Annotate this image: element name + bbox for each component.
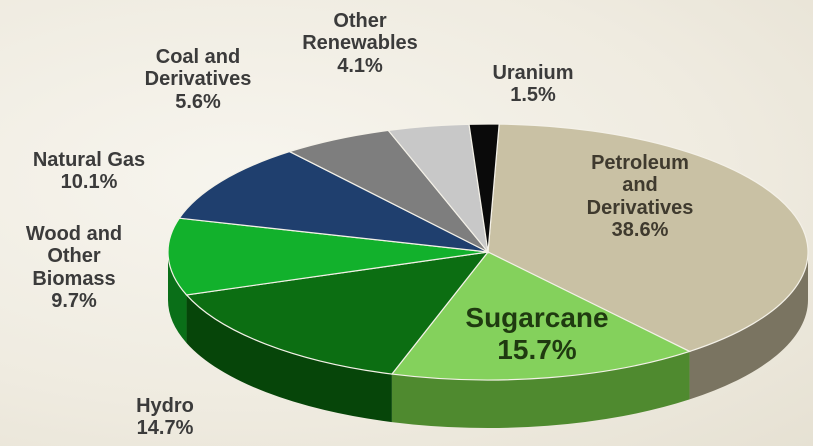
label-wood-biomass: Wood and Other Biomass 9.7% [25, 223, 123, 313]
label-other-renewables: Other Renewables 4.1% [302, 10, 418, 77]
slice-wood [167, 217, 489, 296]
label-coal: Coal and Derivatives 5.6% [144, 46, 252, 113]
slice-side-hydro [186, 294, 392, 423]
label-uranium: Uranium 1.5% [492, 62, 574, 107]
slice-hydro [185, 251, 490, 375]
slice-petroleum [487, 123, 809, 353]
slice-natural-gas [178, 150, 489, 253]
label-petroleum: Petroleum and Derivatives 38.6% [586, 152, 694, 242]
slice-sugarcane [390, 251, 692, 381]
label-sugarcane: Sugarcane 15.7% [465, 302, 609, 366]
slice-side-petroleum [689, 252, 808, 400]
label-natural-gas: Natural Gas 10.1% [32, 149, 146, 194]
slice-side-sugarcane [391, 351, 690, 428]
label-hydro: Hydro 14.7% [136, 395, 194, 440]
slice-uranium [468, 123, 500, 253]
